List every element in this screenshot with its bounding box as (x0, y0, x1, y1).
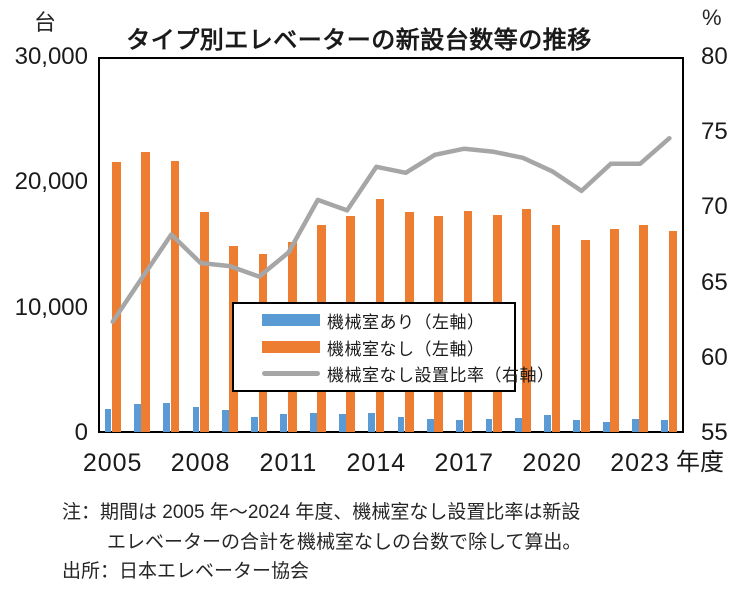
machine-room-less-bar-2005 (112, 162, 121, 432)
with-machine-room-bar-2014 (368, 412, 376, 432)
right-axis-tick: 60 (701, 343, 728, 371)
with-machine-room-bar-2019 (514, 417, 522, 432)
with-machine-room-bar-2007 (163, 402, 171, 432)
with-machine-room-bar-2012 (309, 412, 317, 432)
right-axis-tick: 55 (701, 419, 728, 446)
x-axis-tick: 2014 (346, 449, 407, 477)
left-axis-tick: 20,000 (14, 168, 88, 196)
machine-room-less-bar-2019 (522, 208, 531, 432)
legend-label: 機械室なし設置比率（右軸） (327, 366, 555, 386)
with-machine-room-bar-2020 (544, 414, 551, 432)
source-line: 出所：日本エレベーター協会 (62, 561, 310, 582)
chart-legend: 機械室あり（左軸） 機械室なし（左軸） 機械室なし設置比率（右軸） (232, 302, 554, 392)
x-axis-tick: 2020 (522, 449, 582, 477)
with-machine-room-bar-2011 (280, 414, 288, 432)
x-axis-tick: 2023 (610, 449, 670, 477)
right-axis-tick: 80 (701, 43, 728, 70)
with-machine-room-bar-2023 (632, 419, 639, 432)
orange-bar-swatch (262, 341, 320, 353)
right-axis-unit: % (702, 5, 722, 30)
with-machine-room-bar-2010 (251, 416, 258, 432)
legend-label: 機械室なし（左軸） (327, 339, 485, 359)
with-machine-room-bar-2015 (397, 417, 405, 432)
right-axis-tick: 75 (701, 118, 728, 146)
with-machine-room-bar-2021 (573, 419, 581, 432)
with-machine-room-bar-2006 (133, 404, 141, 432)
machine-room-less-bar-2021 (580, 239, 590, 432)
left-axis-tick: 10,000 (14, 293, 88, 321)
legend-item-ratio: 機械室なし設置比率（右軸） (234, 361, 554, 386)
machine-room-less-bar-2006 (141, 152, 151, 432)
x-axis-tick: 2008 (170, 449, 231, 477)
x-axis-tick: 2011 (259, 449, 318, 477)
footnotes: 注：期間は 2005 年～2024 年度、機械室なし設置比率は新設 エレベーター… (62, 498, 581, 587)
with-machine-room-bar-2013 (339, 414, 346, 432)
legend-label: 機械室あり（左軸） (327, 312, 485, 332)
with-machine-room-bar-2009 (221, 410, 229, 432)
with-machine-room-bar-2022 (602, 421, 610, 432)
legend-item-with-machine-room: 機械室あり（左軸） (234, 308, 514, 333)
right-axis-tick: 65 (701, 268, 728, 296)
blue-bar-swatch (262, 314, 320, 327)
machine-room-less-bar-2008 (199, 212, 209, 432)
machine-room-less-bar-2022 (610, 228, 619, 432)
with-machine-room-bar-2008 (192, 406, 200, 432)
machine-room-less-bar-2020 (551, 224, 561, 432)
machine-room-less-bar-2024 (668, 231, 678, 432)
note-line-1: 注：期間は 2005 年～2024 年度、機械室なし設置比率は新設 (62, 502, 581, 523)
right-axis-tick: 70 (701, 193, 728, 221)
with-machine-room-bar-2017 (456, 419, 464, 432)
note-line-2: エレベーターの合計を機械室なしの台数で除して算出。 (107, 531, 582, 553)
chart-title: タイプ別エレベーターの新設台数等の推移 (126, 27, 592, 54)
with-machine-room-bar-2016 (426, 419, 434, 432)
with-machine-room-bar-2005 (104, 409, 112, 432)
x-axis-tick: 2005 (82, 449, 143, 477)
left-axis-unit: 台 (33, 10, 56, 35)
left-axis-tick: 30,000 (14, 43, 88, 70)
x-axis-tick: 2017 (434, 449, 495, 477)
legend-item-machine-room-less: 機械室なし（左軸） (234, 335, 514, 360)
with-machine-room-bar-2018 (485, 419, 493, 432)
gray-line-swatch (262, 371, 320, 377)
machine-room-less-bar-2007 (170, 161, 180, 432)
with-machine-room-bar-2024 (661, 420, 669, 432)
machine-room-less-bar-2023 (639, 224, 649, 432)
x-axis-unit: 年度 (676, 449, 724, 476)
left-axis-tick: 0 (74, 419, 88, 446)
